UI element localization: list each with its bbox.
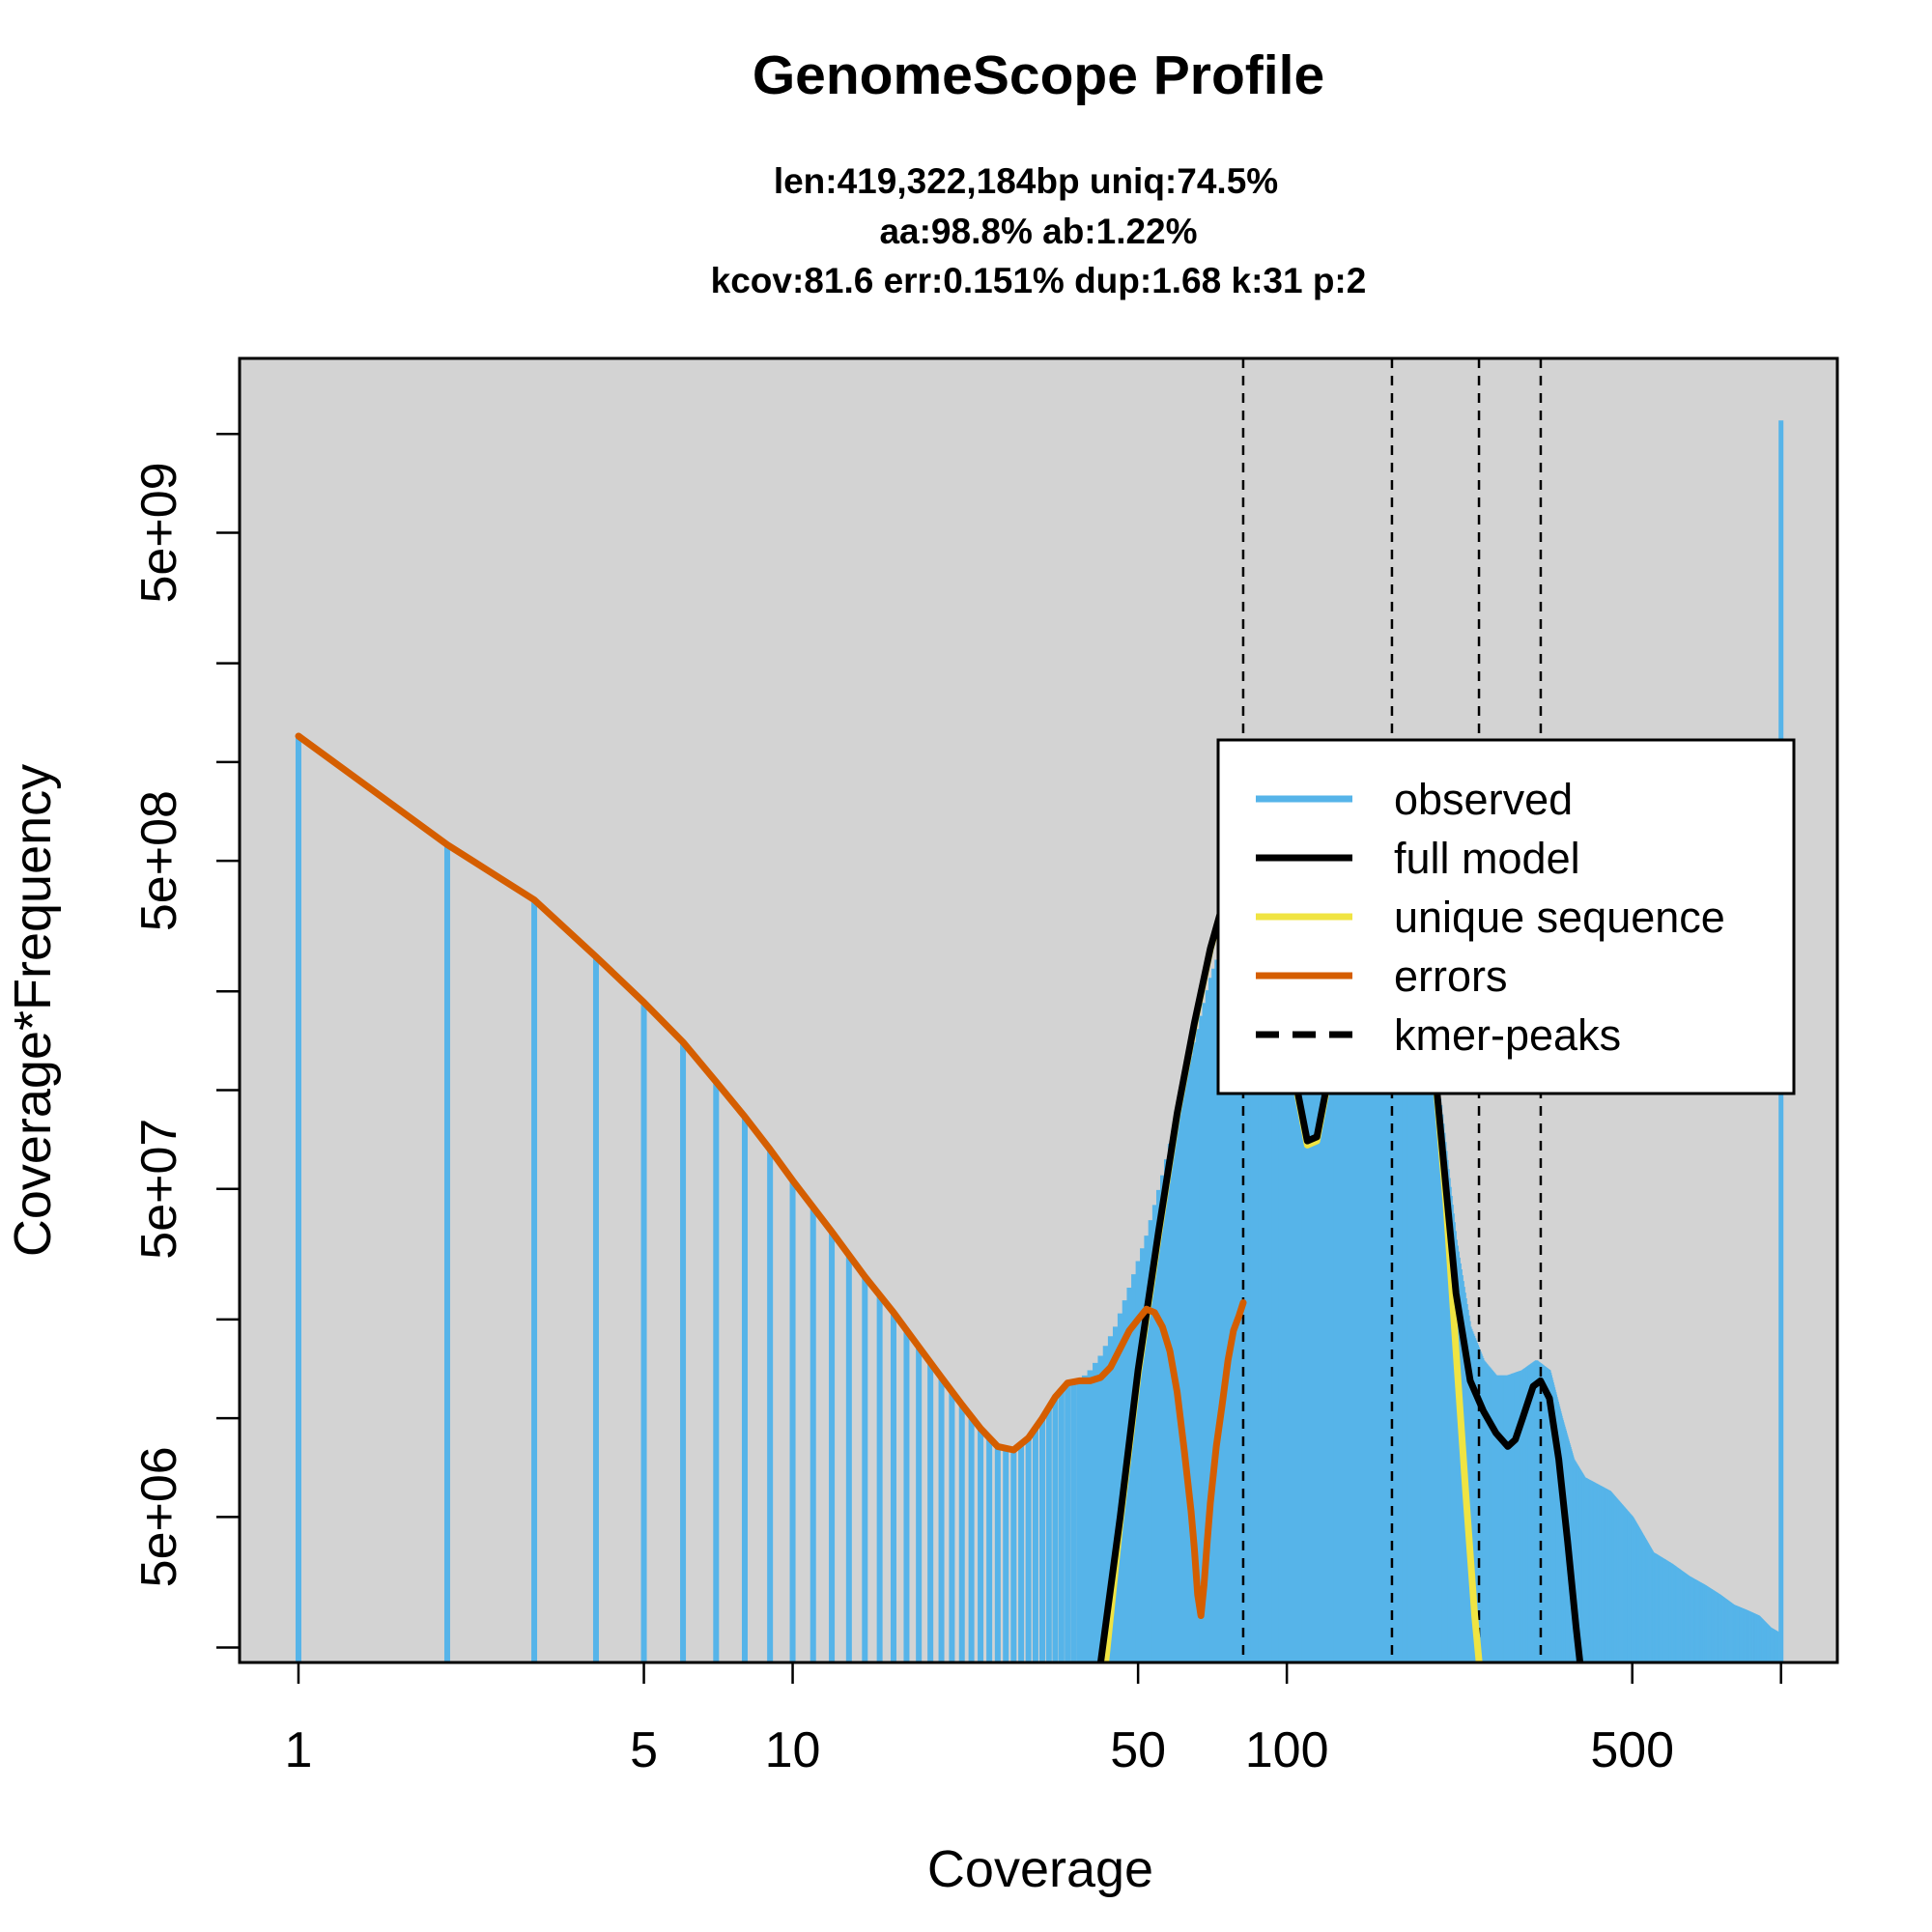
x-axis: 1 5 10 50 100 500: [285, 1661, 1782, 1778]
legend-label: full model: [1394, 834, 1580, 883]
x-tick-label: 50: [1110, 1722, 1166, 1778]
legend: observed full model unique sequence errors k…: [1216, 738, 1796, 1095]
legend-label: kmer-peaks: [1394, 1010, 1621, 1060]
x-tick-label: 5: [630, 1722, 658, 1778]
errors-line: [295, 732, 1247, 1619]
x-tick-label: 1: [285, 1722, 313, 1778]
y-tick-label: 5e+06: [131, 1446, 187, 1587]
y-axis-label: Coverage*Frequency: [4, 764, 62, 1257]
y-tick-label: 5e+09: [131, 462, 187, 603]
chart-subtitle-line-1: len:419,322,184bp uniq:74.5%: [774, 161, 1278, 201]
legend-label: errors: [1394, 952, 1508, 1001]
x-tick-label: 10: [765, 1722, 821, 1778]
legend-label: observed: [1394, 775, 1573, 824]
legend-label: unique sequence: [1394, 893, 1725, 942]
y-axis: 5e+06 5e+07 5e+08 5e+09: [131, 433, 242, 1649]
y-tick-label: 5e+07: [131, 1119, 187, 1260]
chart-title: GenomeScope Profile: [753, 44, 1324, 106]
chart-subtitle-line-2: aa:98.8% ab:1.22%: [879, 212, 1197, 251]
x-tick-label: 100: [1245, 1722, 1329, 1778]
x-axis-label: Coverage: [927, 1840, 1153, 1898]
x-tick-label: 500: [1590, 1722, 1674, 1778]
y-tick-label: 5e+08: [131, 790, 187, 931]
chart-subtitle-line-3: kcov:81.6 err:0.151% dup:1.68 k:31 p:2: [711, 261, 1367, 300]
